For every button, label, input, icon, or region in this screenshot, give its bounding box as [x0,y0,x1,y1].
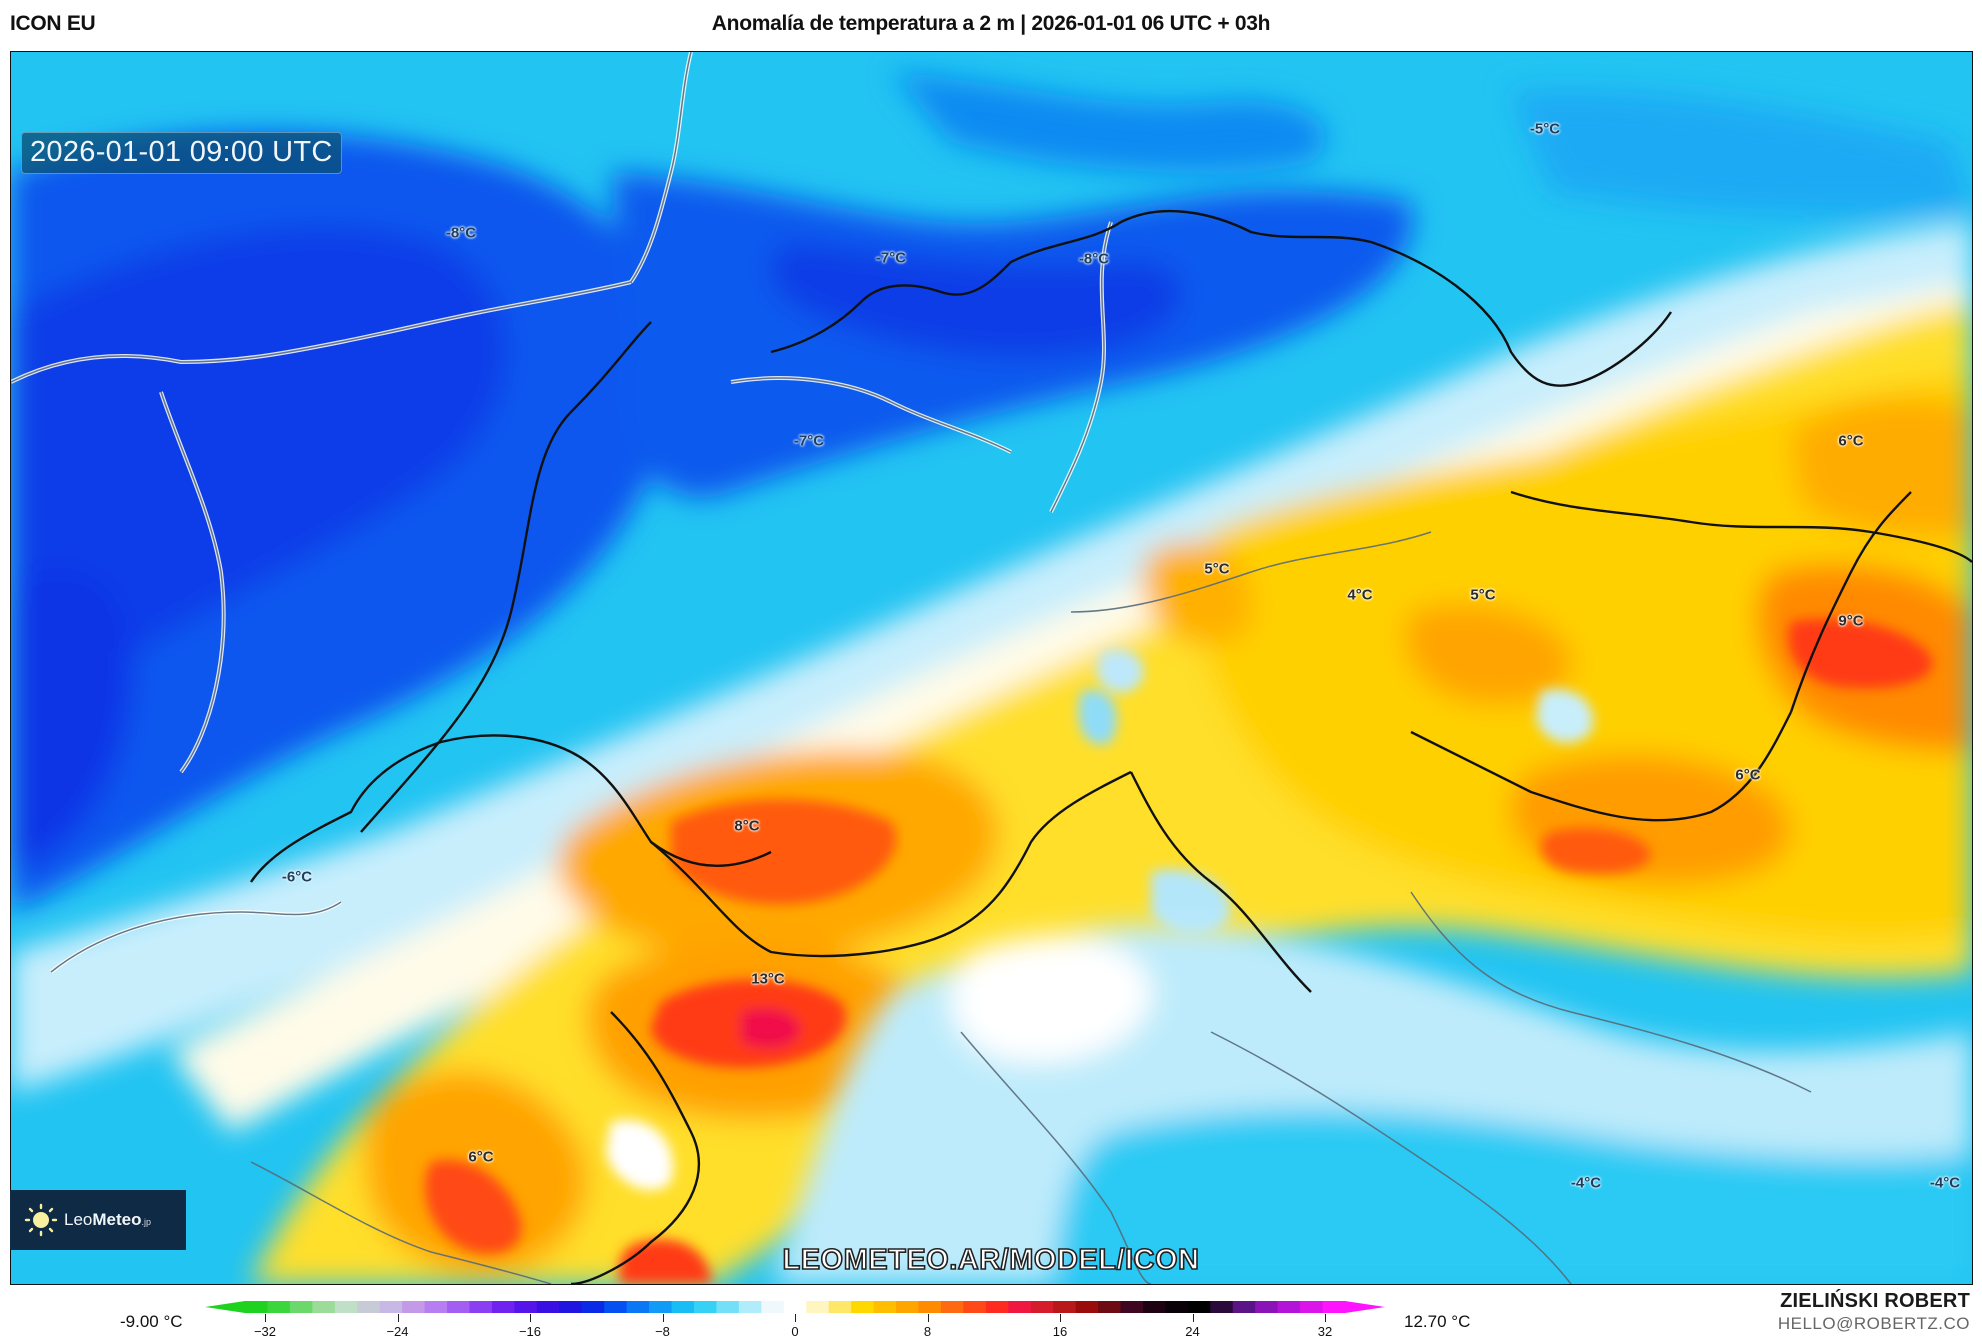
temperature-label: 8°C [734,817,760,835]
logo-text-light: Leo [64,1210,93,1229]
colorbar-tick [927,1314,929,1322]
colorbar-tick-label: 32 [1317,1324,1333,1339]
colorbar-tick-label: −16 [518,1324,542,1339]
temperature-label: -4°C [1570,1174,1602,1192]
temperature-label: -7°C [875,249,907,267]
temperature-label: -5°C [1529,120,1561,138]
temperature-label: -4°C [1929,1174,1961,1192]
colorbar-tick [265,1314,266,1322]
temperature-anomaly-map[interactable]: 2026-01-01 09:00 UTC -8°C -7°C -8°C -5°C -7°… [10,51,1973,1285]
valid-time-badge: 2026-01-01 09:00 UTC [21,132,342,174]
colorbar [205,1301,1385,1313]
author-name: ZIELIŃSKI ROBERT [1780,1290,1970,1312]
temperature-label: 6°C [1735,766,1761,784]
temperature-label: -8°C [445,224,477,242]
author-email[interactable]: HELLO@ROBERTZ.CO [1777,1314,1970,1333]
colorbar-tick [1060,1314,1061,1322]
anomaly-field [11,52,1972,1284]
colorbar-min-label: -9.00 °C [120,1312,183,1331]
leometeo-logo[interactable]: LeoMeteo.jp [10,1190,186,1250]
colorbar-tick-label: 0 [791,1324,799,1339]
temperature-label: 4°C [1347,586,1373,604]
colorbar-max-label: 12.70 °C [1404,1312,1471,1331]
colorbar-tick-label: 8 [923,1324,932,1339]
temperature-label: 9°C [1838,612,1864,630]
colorbar-tick [397,1314,399,1322]
source-watermark: LEOMETEO.AR/MODEL/ICON [782,1243,1200,1277]
temperature-label: 6°C [468,1148,494,1166]
logo-text-suffix: .jp [141,1217,152,1227]
colorbar-tick-label: −24 [386,1324,409,1339]
colorbar-tick [795,1314,796,1322]
colorbar-tick-label: 24 [1185,1324,1200,1339]
temperature-label: -7°C [793,432,825,450]
temperature-label: -8°C [1078,250,1110,268]
map-title: Anomalía de temperatura a 2 m | 2026-01-… [711,12,1271,35]
temperature-label: 13°C [751,970,785,988]
colorbar-tick [1192,1314,1194,1322]
colorbar-tick-label: −32 [253,1324,277,1339]
temperature-label: -6°C [281,868,313,886]
colorbar-tick [662,1314,664,1322]
colorbar-tick-label: −8 [655,1324,670,1339]
logo-text: LeoMeteo.jp [64,1210,151,1230]
temperature-label: 6°C [1838,432,1864,450]
temperature-label: 5°C [1204,560,1230,578]
logo-text-bold: Meteo [92,1210,142,1229]
colorbar-tick-label: 16 [1052,1324,1068,1339]
model-name: ICON EU [10,12,96,35]
temperature-label: 5°C [1470,586,1496,604]
sun-icon [24,1203,58,1237]
colorbar-tick [1325,1314,1326,1322]
colorbar-tick [530,1314,531,1322]
